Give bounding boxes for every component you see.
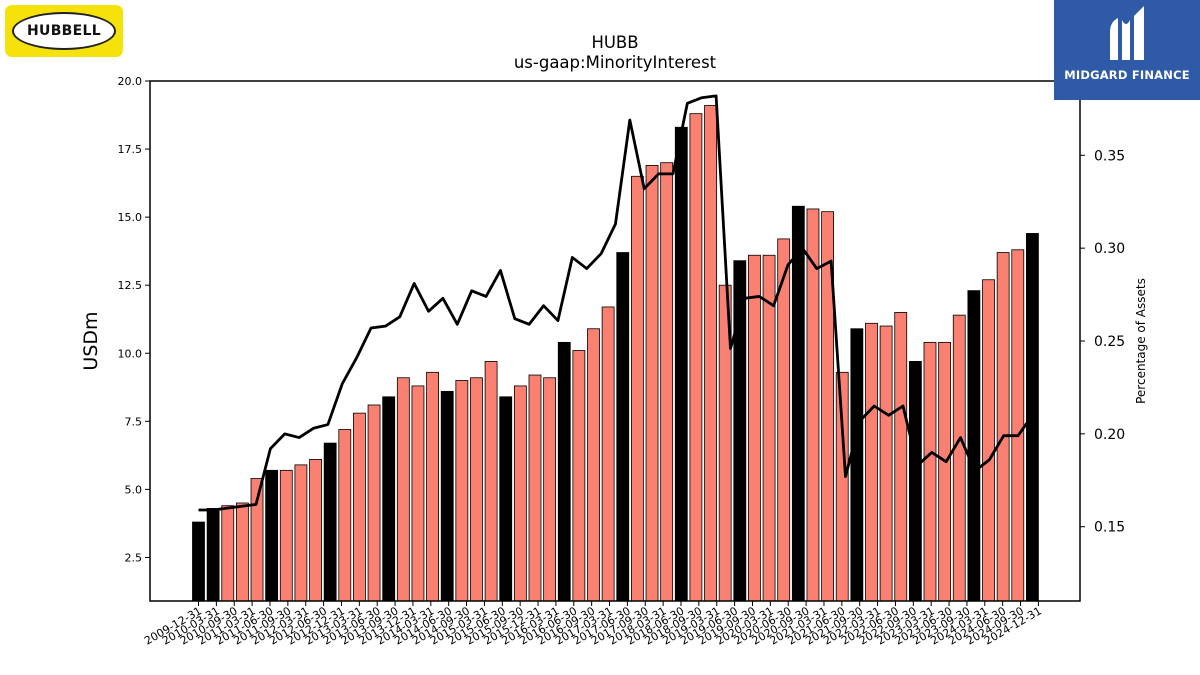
bar xyxy=(923,341,937,602)
bar xyxy=(411,385,425,602)
bar xyxy=(484,361,498,602)
chart-subtitle: us-gaap:MinorityInterest xyxy=(514,53,717,72)
midgard-finance-logo: MIDGARD FINANCE xyxy=(1054,0,1200,100)
bar xyxy=(645,164,659,602)
bar xyxy=(996,252,1010,602)
y-tick-label: 7.5 xyxy=(125,415,143,428)
y-axis-label: USDm xyxy=(80,311,102,370)
bar xyxy=(279,469,293,602)
y2-axis-label: Percentage of Assets xyxy=(1134,278,1148,404)
y2-tick-label: 0.15 xyxy=(1094,520,1125,536)
bar xyxy=(265,469,279,602)
bar xyxy=(221,505,235,602)
bar xyxy=(499,396,513,602)
bar xyxy=(338,429,352,602)
hubbell-logo-text: HUBBELL xyxy=(25,23,103,39)
percentage-line xyxy=(198,94,1034,512)
y2-tick-label: 0.25 xyxy=(1094,334,1125,350)
bar xyxy=(908,361,922,602)
bar xyxy=(192,521,205,602)
bar xyxy=(894,312,908,602)
bar xyxy=(967,290,981,602)
bar xyxy=(762,254,776,602)
bar xyxy=(982,279,995,602)
bar xyxy=(309,459,322,602)
bar xyxy=(587,328,600,602)
bar xyxy=(235,502,249,602)
y-tick-label: 10.0 xyxy=(118,347,143,360)
bar xyxy=(674,126,688,602)
bar xyxy=(952,314,966,602)
bar xyxy=(748,254,761,602)
bar xyxy=(879,325,893,602)
y-tick-label: 12.5 xyxy=(118,279,143,292)
bar xyxy=(938,341,952,602)
bar xyxy=(543,377,557,602)
y2-tick-label: 0.35 xyxy=(1094,148,1125,164)
bar xyxy=(353,412,366,602)
bar xyxy=(455,380,469,602)
bar xyxy=(367,404,381,602)
y2-tick-label: 0.20 xyxy=(1094,427,1125,443)
bar xyxy=(396,377,410,602)
bar xyxy=(601,306,615,602)
bar xyxy=(777,238,791,602)
bar xyxy=(791,205,805,602)
bar xyxy=(382,396,396,602)
y2-tick-label: 0.30 xyxy=(1094,241,1125,257)
bar xyxy=(850,328,864,602)
bar xyxy=(572,350,586,602)
bar xyxy=(557,341,571,602)
bar xyxy=(865,322,878,602)
bar xyxy=(426,371,439,602)
bar xyxy=(689,113,703,602)
y-tick-label: 17.5 xyxy=(118,143,143,156)
bar xyxy=(513,385,527,602)
bar xyxy=(1011,249,1025,602)
hubbell-logo-oval: HUBBELL xyxy=(12,12,116,50)
midgard-finance-logo-icon xyxy=(1110,6,1144,60)
bar xyxy=(440,390,454,602)
y-tick-label: 20.0 xyxy=(118,75,143,88)
bar xyxy=(206,508,220,602)
bar xyxy=(528,374,542,602)
y-tick-label: 5.0 xyxy=(125,483,143,496)
bar xyxy=(631,175,644,602)
bar xyxy=(616,252,630,602)
chart-title: HUBB xyxy=(591,33,638,52)
bar xyxy=(294,464,308,602)
midgard-finance-logo-text: MIDGARD FINANCE xyxy=(1064,68,1190,82)
bar xyxy=(704,105,717,602)
hubbell-logo: HUBBELL xyxy=(5,5,123,57)
bar xyxy=(660,162,674,602)
bar xyxy=(323,442,337,602)
y-tick-label: 15.0 xyxy=(118,211,143,224)
bar xyxy=(470,377,483,602)
y-tick-label: 2.5 xyxy=(125,551,143,564)
